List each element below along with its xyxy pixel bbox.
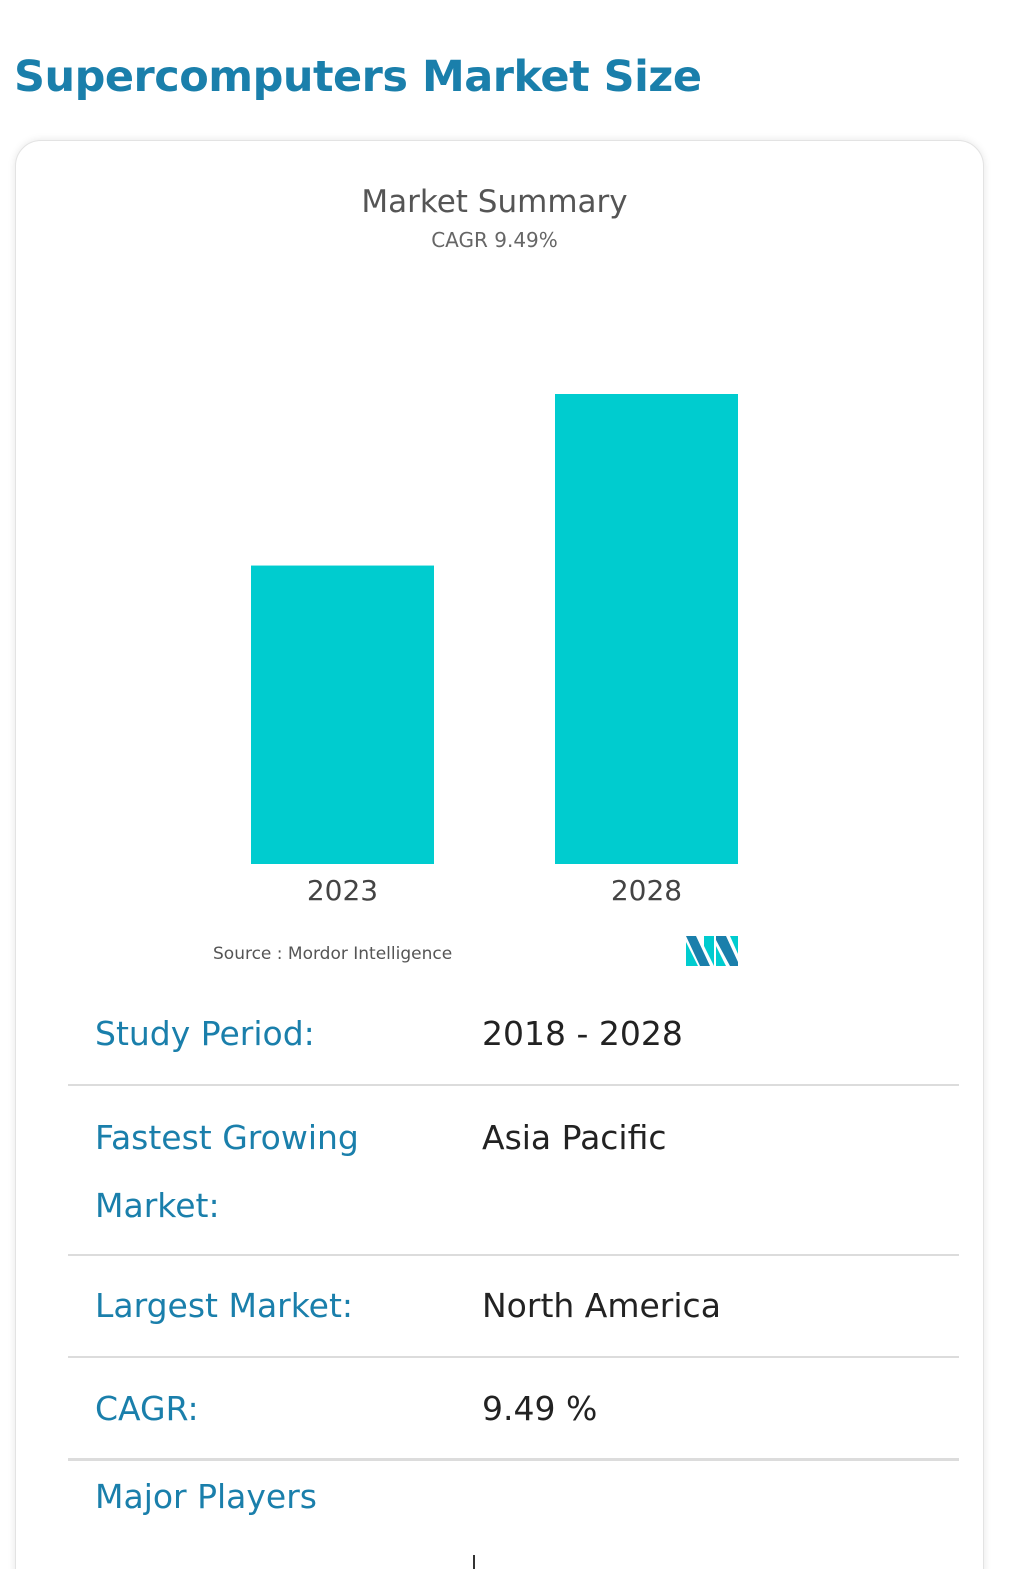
x-tick-label-2023: 2023 xyxy=(307,874,378,907)
summary-value-cagr: 9.49 % xyxy=(482,1389,598,1428)
chart-subtitle: CAGR 9.49% xyxy=(431,228,558,252)
market-summary-chart: 2023 2028 xyxy=(251,394,738,907)
summary-row-cagr: CAGR: 9.49 % xyxy=(68,1358,959,1461)
page-title: Supercomputers Market Size xyxy=(14,52,702,102)
summary-value-largest-market: North America xyxy=(482,1286,721,1325)
summary-value-fastest-growing: Asia Pacific xyxy=(482,1118,667,1157)
summary-label-study-period: Study Period: xyxy=(95,1014,315,1053)
summary-row-largest-market: Largest Market: North America xyxy=(68,1256,959,1358)
mordor-intelligence-logo xyxy=(686,936,738,966)
market-summary-card xyxy=(15,140,984,1569)
scroll-indicator xyxy=(473,1555,475,1569)
summary-label-major-players: Major Players xyxy=(95,1477,317,1516)
chart-title: Market Summary xyxy=(361,184,628,220)
summary-row-study-period: Study Period: 2018 - 2028 xyxy=(68,1000,959,1086)
summary-label-cagr: CAGR: xyxy=(95,1389,199,1428)
summary-row-major-players: Major Players xyxy=(68,1461,959,1569)
summary-value-study-period: 2018 - 2028 xyxy=(482,1014,683,1053)
bar-2028 xyxy=(555,394,738,864)
summary-label-fastest-growing: Fastest Growing Market: xyxy=(95,1118,359,1225)
summary-row-fastest-growing: Fastest Growing Market: Asia Pacific xyxy=(68,1086,959,1256)
x-tick-label-2028: 2028 xyxy=(611,874,682,907)
chart-source: Source : Mordor Intelligence xyxy=(213,944,453,964)
summary-label-largest-market: Largest Market: xyxy=(95,1286,354,1325)
bar-2023 xyxy=(251,565,434,864)
